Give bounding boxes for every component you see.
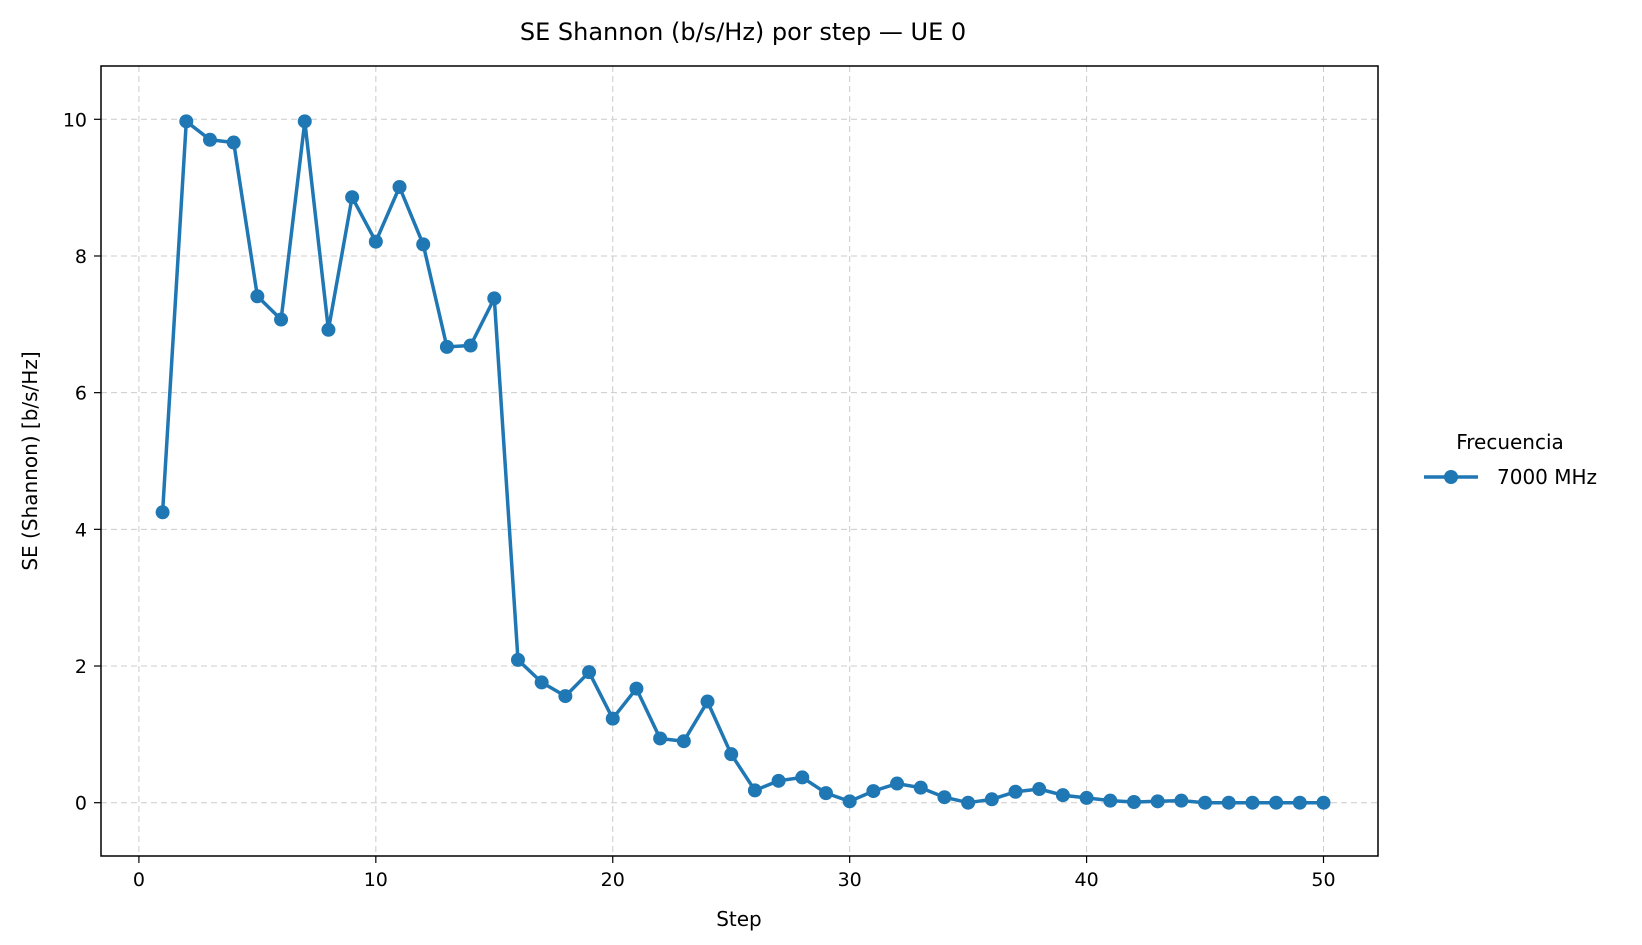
data-point xyxy=(1316,795,1331,810)
legend: Frecuencia 7000 MHz xyxy=(1424,430,1597,489)
data-point xyxy=(747,783,762,798)
data-point xyxy=(653,731,668,746)
data-point xyxy=(913,780,928,795)
data-point xyxy=(463,338,478,353)
data-point xyxy=(345,190,360,205)
data-point xyxy=(226,135,241,150)
data-point xyxy=(1150,794,1165,809)
x-tick-label: 0 xyxy=(133,869,145,891)
data-point xyxy=(1032,782,1047,797)
data-point xyxy=(795,770,810,785)
y-tick-label: 0 xyxy=(75,793,87,815)
x-tick-label: 50 xyxy=(1311,869,1335,891)
data-point xyxy=(439,339,454,354)
data-point xyxy=(202,132,217,147)
data-point xyxy=(1245,795,1260,810)
legend-marker xyxy=(1444,470,1458,484)
data-point xyxy=(179,114,194,129)
data-point xyxy=(582,665,597,680)
y-tick-label: 4 xyxy=(75,519,87,541)
data-point xyxy=(250,289,265,304)
x-tick-label: 10 xyxy=(364,869,388,891)
series-layer xyxy=(155,114,1331,810)
data-point xyxy=(1292,795,1307,810)
data-point xyxy=(416,237,431,252)
data-point xyxy=(1174,793,1189,808)
x-tick-label: 30 xyxy=(838,869,862,891)
data-point xyxy=(700,694,715,709)
data-point xyxy=(890,776,905,791)
data-point xyxy=(1008,784,1023,799)
data-point xyxy=(321,322,336,337)
y-tick-label: 10 xyxy=(63,109,87,131)
data-point xyxy=(558,689,573,704)
data-point xyxy=(842,794,857,809)
data-point xyxy=(510,652,525,667)
chart-title: SE Shannon (b/s/Hz) por step — UE 0 xyxy=(520,18,966,46)
y-axis-title: SE (Shannon) [b/s/Hz] xyxy=(18,351,42,570)
data-point xyxy=(605,711,620,726)
data-point xyxy=(724,747,739,762)
data-point xyxy=(1055,788,1070,803)
x-tick-label: 40 xyxy=(1074,869,1098,891)
data-point xyxy=(1221,795,1236,810)
data-point xyxy=(771,773,786,788)
data-point xyxy=(487,291,502,306)
legend-title: Frecuencia xyxy=(1456,430,1564,454)
legend-label: 7000 MHz xyxy=(1497,465,1597,489)
data-point xyxy=(984,792,999,807)
data-point xyxy=(1079,790,1094,805)
y-tick-label: 8 xyxy=(75,246,87,268)
data-point xyxy=(297,114,312,129)
data-point xyxy=(1126,795,1141,810)
data-point xyxy=(818,786,833,801)
axis-ticks: 0 10 20 30 40 50 0 2 4 6 8 10 xyxy=(63,109,1336,891)
x-tick-label: 20 xyxy=(601,869,625,891)
x-axis-title: Step xyxy=(716,907,762,931)
data-point xyxy=(866,784,881,799)
plot-frame xyxy=(100,65,1379,857)
data-point xyxy=(155,505,170,520)
data-point xyxy=(1198,795,1213,810)
data-point xyxy=(274,312,289,327)
data-point xyxy=(937,790,952,805)
data-point xyxy=(629,681,644,696)
data-point xyxy=(392,179,407,194)
data-point xyxy=(1103,793,1118,808)
y-tick-label: 6 xyxy=(75,383,87,405)
data-point xyxy=(534,675,549,690)
data-point xyxy=(368,234,383,249)
data-point xyxy=(676,734,691,749)
y-tick-label: 2 xyxy=(75,656,87,678)
data-point xyxy=(1269,795,1284,810)
data-point xyxy=(961,795,976,810)
